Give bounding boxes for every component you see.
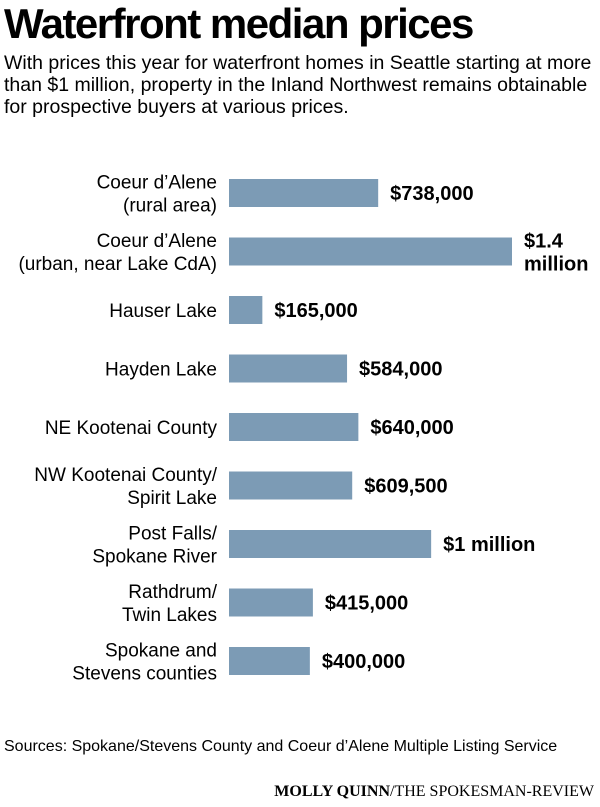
category-label-line: NE Kootenai County — [45, 418, 218, 439]
bar — [229, 237, 512, 266]
value-label: $609,500 — [364, 476, 447, 498]
bar — [229, 179, 379, 207]
sources-note: Sources: Spokane/Stevens County and Coeu… — [4, 738, 558, 755]
category-label: Post Falls/Spokane River — [92, 524, 217, 568]
category-label: Coeur d’Alene (urban, near Lake CdA) — [18, 231, 217, 275]
value-label: $738,000 — [390, 183, 473, 205]
category-label-line: Coeur d’Alene — [97, 231, 217, 252]
bar — [229, 588, 313, 617]
category-label: Rathdrum/Twin Lakes — [122, 582, 218, 626]
category-label-line: Stevens counties — [72, 664, 217, 685]
value-label: $1.4 million — [524, 231, 588, 276]
credit-name: MOLLY QUINN — [274, 783, 390, 800]
chart-title: Waterfront median prices — [4, 0, 474, 47]
credit-line: MOLLY QUINN/THE SPOKESMAN-REVIEW — [274, 783, 594, 801]
value-label: $584,000 — [359, 359, 442, 381]
category-label: Coeur d’Alene (rural area) — [97, 173, 217, 217]
category-label: NW Kootenai County/Spirit Lake — [34, 465, 217, 509]
category-label-line: Spokane and — [105, 641, 217, 662]
chart-subtitle: With prices this year for waterfront hom… — [4, 52, 592, 118]
category-label: Hauser Lake — [109, 301, 217, 322]
value-label-line: $640,000 — [370, 417, 453, 439]
category-label-line: Post Falls/ — [128, 524, 217, 545]
category-label-line: Spokane River — [92, 547, 217, 568]
bar — [229, 647, 310, 675]
category-label-line: (urban, near Lake CdA) — [18, 254, 217, 275]
value-label-line: $1 million — [443, 534, 535, 556]
bar — [229, 354, 348, 383]
category-label-line: Spirit Lake — [127, 488, 217, 509]
bar — [229, 296, 263, 324]
category-label-line: Twin Lakes — [122, 605, 217, 626]
bar — [229, 530, 432, 558]
credit-org: /THE SPOKESMAN-REVIEW — [390, 783, 594, 800]
bar — [229, 413, 359, 441]
value-label: $400,000 — [322, 651, 405, 673]
value-label-line: $165,000 — [274, 300, 357, 322]
category-label: Hayden Lake — [105, 360, 217, 381]
category-label: Spokane and Stevens counties — [72, 641, 217, 685]
value-label: $640,000 — [370, 417, 453, 439]
value-label-line: million — [524, 254, 588, 276]
category-label-line: Hauser Lake — [109, 301, 217, 322]
value-label-line: $415,000 — [325, 593, 408, 615]
value-label-line: $738,000 — [390, 183, 473, 205]
bar — [229, 471, 353, 500]
category-label-line: Rathdrum/ — [128, 582, 217, 603]
value-label-line: $584,000 — [359, 359, 442, 381]
category-label: NE Kootenai County — [45, 418, 218, 439]
category-label-line: Coeur d’Alene — [97, 173, 217, 194]
value-label: $1 million — [443, 534, 535, 556]
category-label-line: NW Kootenai County/ — [34, 465, 217, 486]
value-label-line: $1.4 — [524, 231, 564, 253]
value-label: $415,000 — [325, 593, 408, 615]
value-label-line: $400,000 — [322, 651, 405, 673]
category-label-line: (rural area) — [123, 196, 217, 217]
value-label-line: $609,500 — [364, 476, 447, 498]
value-label: $165,000 — [274, 300, 357, 322]
category-label-line: Hayden Lake — [105, 360, 217, 381]
